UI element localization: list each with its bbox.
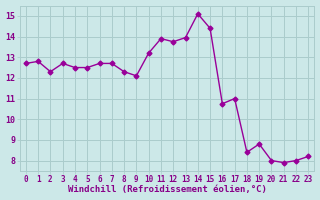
- X-axis label: Windchill (Refroidissement éolien,°C): Windchill (Refroidissement éolien,°C): [68, 185, 267, 194]
